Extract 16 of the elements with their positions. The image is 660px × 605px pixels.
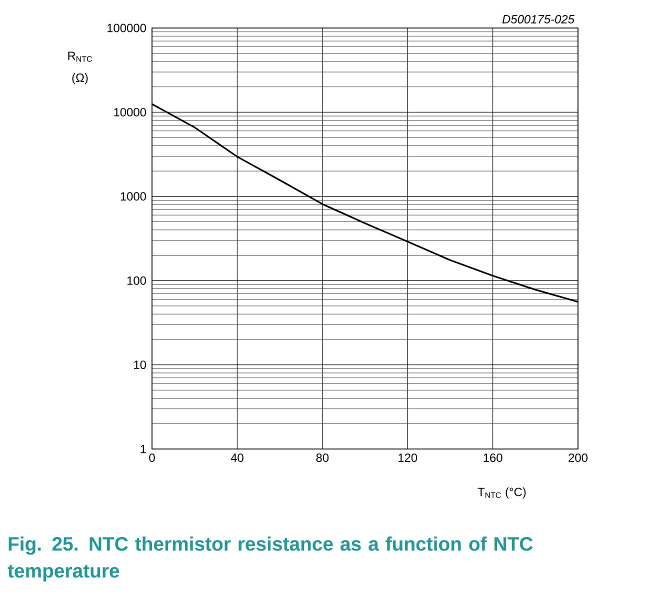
x-tick-label: 200: [568, 454, 588, 462]
y-tick-label: 10: [134, 360, 146, 370]
x-tick-label: 80: [316, 454, 329, 462]
text: Fig. 25. NTC thermistor resistance as a function of NTC temperature: [8, 536, 533, 582]
x-axis-title: T$_{NTC}$ (°C): [478, 487, 526, 499]
text: R$_{NTC}$ (Ω): [68, 52, 92, 84]
y-tick-label: 10000: [114, 108, 146, 116]
x-tick-label: 160: [484, 454, 502, 462]
y-tick-label: 100000: [107, 24, 146, 32]
y-tick-label: 1: [140, 444, 146, 454]
y-tick-label: 1000: [120, 192, 146, 201]
x-tick-label: 0: [149, 454, 155, 462]
x-tick-label: 40: [230, 454, 244, 462]
x-tick-label: 120: [398, 454, 418, 462]
text: D500175-025: [502, 15, 574, 24]
y-tick-label: 100: [127, 276, 146, 285]
